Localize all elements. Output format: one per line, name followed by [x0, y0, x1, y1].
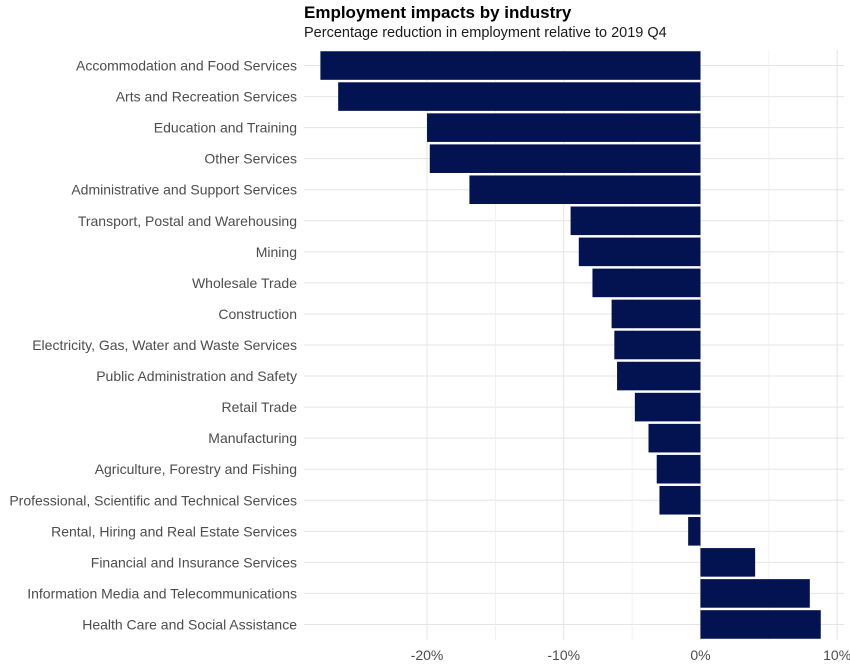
bar [469, 175, 701, 205]
bar [700, 610, 821, 639]
y-tick-label: Other Services [204, 151, 297, 167]
y-tick-label: Construction [218, 306, 297, 322]
bar [700, 548, 756, 577]
bar [320, 51, 701, 80]
y-tick-label: Health Care and Social Assistance [82, 616, 297, 632]
y-tick-label: Manufacturing [208, 430, 297, 446]
bar [688, 517, 701, 546]
bar [611, 299, 701, 329]
y-tick-label: Retail Trade [222, 399, 298, 415]
bar [427, 113, 701, 142]
y-tick-label: Accommodation and Food Services [76, 58, 297, 74]
y-tick-label: Professional, Scientific and Technical S… [9, 492, 297, 508]
y-tick-label: Transport, Postal and Warehousing [78, 213, 297, 229]
x-tick-label: 10% [823, 647, 850, 663]
y-tick-label: Financial and Insurance Services [91, 554, 297, 570]
y-tick-label: Agriculture, Forestry and Fishing [95, 461, 297, 477]
x-tick-label: -10% [547, 647, 580, 663]
bar [700, 579, 810, 608]
bar [617, 361, 701, 391]
x-tick-label: -20% [411, 647, 444, 663]
y-tick-label: Education and Training [154, 120, 297, 136]
chart-subtitle: Percentage reduction in employment relat… [304, 25, 667, 41]
bar [338, 82, 701, 111]
x-tick-label: 0% [690, 647, 710, 663]
bar [429, 144, 701, 173]
y-tick-label: Rental, Hiring and Real Estate Services [51, 523, 297, 539]
y-tick-label: Wholesale Trade [192, 275, 297, 291]
y-tick-label: Information Media and Telecommunications [27, 585, 297, 601]
bar [570, 206, 701, 236]
bar [656, 454, 701, 484]
y-tick-label: Electricity, Gas, Water and Waste Servic… [32, 337, 297, 353]
bar [578, 237, 701, 267]
y-tick-label: Administrative and Support Services [71, 182, 297, 198]
y-tick-label: Arts and Recreation Services [116, 89, 297, 105]
bar [614, 330, 701, 360]
bar [592, 268, 701, 298]
chart-title: Employment impacts by industry [304, 3, 572, 22]
y-tick-label: Mining [256, 244, 297, 260]
y-tick-label: Public Administration and Safety [96, 368, 297, 384]
bar [634, 392, 701, 422]
bar [659, 485, 701, 515]
bar [648, 423, 701, 453]
